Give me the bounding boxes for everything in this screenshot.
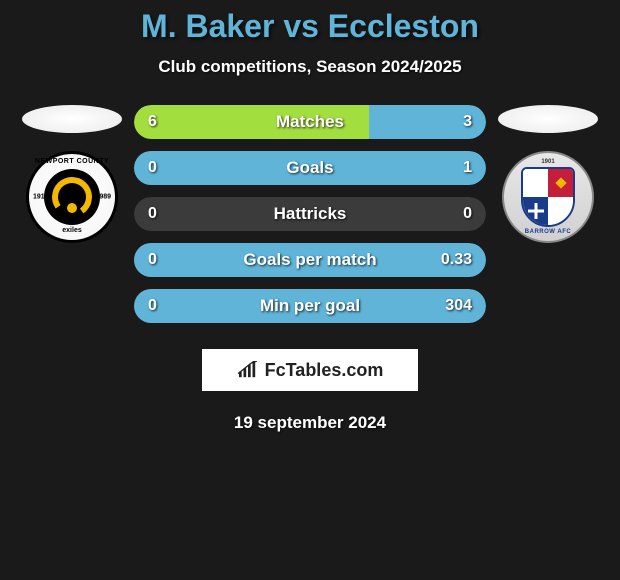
badge-text: BARROW AFC [525,229,571,235]
stat-right-value: 0 [463,205,472,223]
page-title: M. Baker vs Eccleston [0,8,620,45]
stat-right-value: 304 [445,297,472,315]
chart-icon [237,361,259,379]
right-club-badge: 1901 BARROW AFC [502,151,594,243]
right-player-avatar-placeholder [498,105,598,133]
badge-text: exiles [62,227,81,234]
badge-text: NEWPORT COUNTY [35,158,109,165]
left-player-avatar-placeholder [22,105,122,133]
badge-inner-icon [44,169,100,225]
main-row: NEWPORT COUNTY 1912 1989 exiles 6 Matches… [0,105,620,335]
left-player-column: NEWPORT COUNTY 1912 1989 exiles [22,105,122,243]
stat-left-value: 0 [148,251,157,269]
stat-left-value: 0 [148,297,157,315]
stat-right-value: 1 [463,159,472,177]
stat-right-value: 3 [463,113,472,131]
widget-root: M. Baker vs Eccleston Club competitions,… [0,0,620,433]
stat-row: 0 Hattricks 0 [134,197,486,231]
stat-left-value: 0 [148,159,157,177]
brand-attribution[interactable]: FcTables.com [202,349,418,391]
stat-row: 0 Goals per match 0.33 [134,243,486,277]
left-club-badge: NEWPORT COUNTY 1912 1989 exiles [26,151,118,243]
stat-left-value: 0 [148,205,157,223]
stat-label: Min per goal [260,296,360,316]
date-label: 19 september 2024 [0,413,620,433]
right-player-column: 1901 BARROW AFC [498,105,598,243]
stats-column: 6 Matches 3 0 Goals 1 0 Hattricks 0 0 Goals per ma… [134,105,486,335]
stat-right-value: 0.33 [441,251,472,269]
stat-left-value: 6 [148,113,157,131]
badge-shield-icon [521,167,575,227]
stat-label: Goals [286,158,333,178]
stat-row: 6 Matches 3 [134,105,486,139]
brand-name: FcTables.com [265,360,384,381]
subtitle: Club competitions, Season 2024/2025 [0,57,620,77]
stat-row: 0 Goals 1 [134,151,486,185]
stat-label: Goals per match [243,250,376,270]
stat-row: 0 Min per goal 304 [134,289,486,323]
badge-year: 1901 [541,159,554,165]
stat-label: Matches [276,112,344,132]
stat-label: Hattricks [274,204,347,224]
